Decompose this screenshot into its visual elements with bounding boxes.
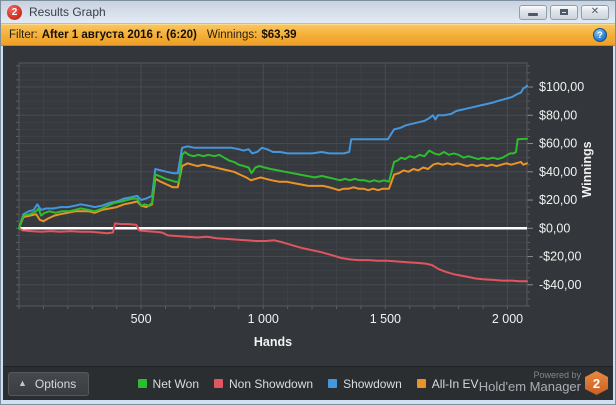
svg-text:-$20,00: -$20,00 <box>539 250 581 264</box>
legend-label: Showdown <box>343 376 402 391</box>
window-title: Results Graph <box>29 5 106 19</box>
legend-item-non-showdown[interactable]: Non Showdown <box>214 377 313 391</box>
svg-text:$0,00: $0,00 <box>539 221 570 235</box>
svg-text:$80,00: $80,00 <box>539 108 577 122</box>
svg-text:$60,00: $60,00 <box>539 137 577 151</box>
filter-bar: Filter: After 1 августа 2016 г. (6:20) W… <box>1 24 615 46</box>
svg-text:500: 500 <box>131 312 152 326</box>
chevron-up-icon: ▲ <box>18 378 27 388</box>
help-icon[interactable]: ? <box>593 28 607 42</box>
series-showdown <box>18 84 528 230</box>
svg-text:Winnings: Winnings <box>580 141 594 197</box>
powered-by-text: Powered by <box>533 370 581 380</box>
hm2-app-icon: 2 <box>7 4 22 20</box>
minimize-button[interactable] <box>519 4 547 20</box>
legend-item-showdown[interactable]: Showdown <box>328 377 402 391</box>
legend-item-all-in-ev[interactable]: All-In EV <box>416 376 479 391</box>
bottom-bar: Net Won Non Showdown Showdown All-In EV ▲ O… <box>3 366 613 400</box>
close-icon: ✕ <box>590 6 600 17</box>
minimize-icon <box>528 12 538 16</box>
legend-swatch-icon <box>328 379 338 388</box>
svg-text:1 500: 1 500 <box>370 312 401 326</box>
restore-button[interactable] <box>550 4 578 20</box>
results-chart: $100,00 $80,00 $60,00 $40,00 $20,00 $0,00 -$20… <box>3 46 613 366</box>
chart-legend: Net Won Non Showdown Showdown All-In EV <box>3 367 613 400</box>
svg-text:-$40,00: -$40,00 <box>539 278 581 292</box>
winnings-value: $63,39 <box>261 29 297 41</box>
title-bar[interactable]: 2 Results Graph ✕ <box>1 1 615 24</box>
series-all-in-ev <box>18 160 528 230</box>
hm2-logo-badge: 2 <box>585 371 608 395</box>
close-button[interactable]: ✕ <box>581 4 609 20</box>
series-net-won <box>18 137 528 230</box>
restore-icon <box>560 8 568 15</box>
brand-name: Hold'em Manager <box>478 379 581 395</box>
filter-label: Filter: <box>9 29 38 41</box>
svg-text:1 000: 1 000 <box>248 312 279 326</box>
legend-label: All-In EV <box>431 376 479 391</box>
legend-label: Net Won <box>152 376 199 391</box>
legend-label: Non Showdown <box>229 376 314 391</box>
svg-text:$20,00: $20,00 <box>539 193 577 207</box>
filter-value[interactable]: After 1 августа 2016 г. (6:20) <box>41 29 197 41</box>
legend-swatch-icon <box>416 379 426 388</box>
powered-by-block: Powered by Hold'em Manager <box>479 370 581 395</box>
winnings-label: Winnings: <box>206 29 258 41</box>
options-button[interactable]: ▲ Options <box>8 372 90 396</box>
legend-swatch-icon <box>137 379 147 388</box>
legend-swatch-icon <box>214 379 223 388</box>
svg-text:2 000: 2 000 <box>492 312 523 326</box>
svg-text:$100,00: $100,00 <box>539 80 584 94</box>
svg-text:$40,00: $40,00 <box>539 165 577 179</box>
series-non-showdown <box>18 222 528 283</box>
svg-text:Hands: Hands <box>254 335 292 349</box>
options-label: Options <box>34 377 77 391</box>
legend-item-net-won[interactable]: Net Won <box>137 376 199 391</box>
chart-canvas: $100,00 $80,00 $60,00 $40,00 $20,00 $0,00 -$20… <box>16 62 594 349</box>
